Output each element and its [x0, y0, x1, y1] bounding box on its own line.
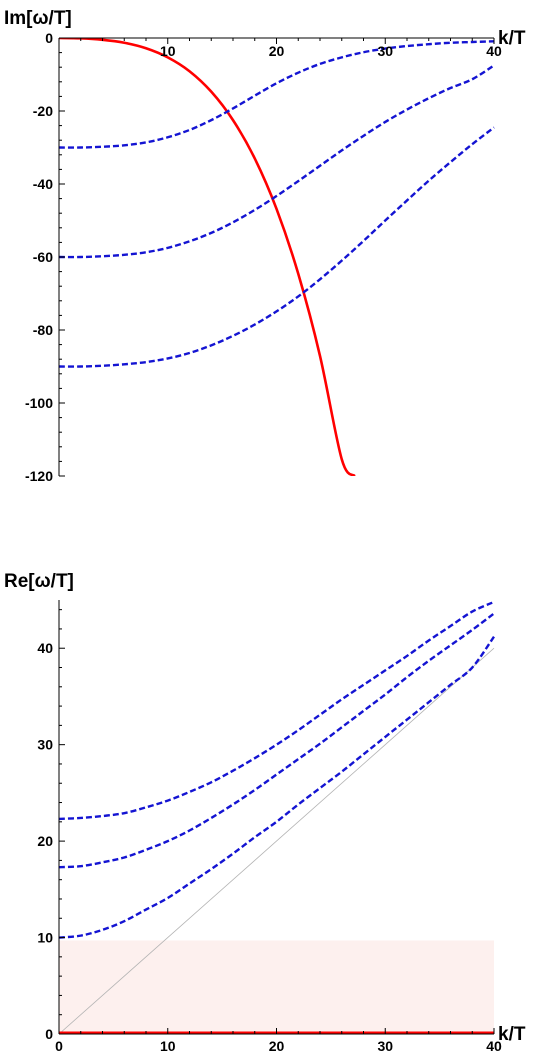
shaded-region	[59, 940, 494, 1034]
y-tick-label: 0	[45, 30, 53, 46]
x-tick-label: 10	[160, 43, 176, 59]
real-part-chart: 0 10 20 30 40 0 10 20 30 40 Re[ω/T] k/T	[4, 571, 526, 1054]
dashed-blue-series-2	[59, 64, 495, 259]
y-tick-label: -20	[33, 103, 53, 119]
y-tick-label: -40	[33, 176, 53, 192]
y-tick-label: -60	[33, 249, 53, 265]
x-tick-label: 20	[269, 1038, 285, 1054]
x-tick-label: 40	[486, 43, 502, 59]
x-tick-label: 30	[377, 1038, 393, 1054]
imaginary-plot-area	[59, 38, 495, 476]
dashed-blue-series-2	[59, 635, 495, 939]
y-tick-label: 20	[37, 833, 53, 849]
solid-red-series	[59, 38, 356, 476]
y-tick-label: 10	[37, 930, 53, 946]
y-tick-label: -100	[25, 395, 53, 411]
y-tick-label: 0	[45, 1026, 53, 1042]
y-axis-title: Re[ω/T]	[4, 571, 74, 592]
imaginary-part-chart: 10 20 30 40 0 -20 -40 -60 -80 -100 -120 Im[ω/T] k/…	[4, 8, 526, 484]
x-tick-label: 20	[269, 43, 285, 59]
y-tick-label: -120	[25, 468, 53, 484]
y-tick-label: 40	[37, 640, 53, 656]
dashed-blue-series-3	[59, 126, 495, 368]
real-plot-area	[59, 600, 495, 1034]
dashed-blue-series-4	[59, 600, 495, 821]
y-tick-label: -80	[33, 322, 53, 338]
y-tick-label: 30	[37, 737, 53, 753]
x-axis-title: k/T	[498, 1024, 526, 1045]
x-tick-label: 0	[55, 1038, 63, 1054]
x-tick-label: 10	[160, 1038, 176, 1054]
reference-line-series	[59, 647, 495, 1034]
dashed-blue-series-3	[59, 612, 495, 869]
imaginary-ticks: 10 20 30 40 0 -20 -40 -60 -80 -100 -120	[25, 30, 502, 484]
x-tick-label: 30	[377, 43, 393, 59]
x-axis-title: k/T	[498, 28, 526, 49]
real-ticks: 0 10 20 30 40 0 10 20 30 40	[37, 609, 502, 1054]
dashed-blue-series-1	[59, 40, 495, 149]
y-axis-title: Im[ω/T]	[4, 8, 72, 29]
x-tick-label: 40	[486, 1038, 502, 1054]
